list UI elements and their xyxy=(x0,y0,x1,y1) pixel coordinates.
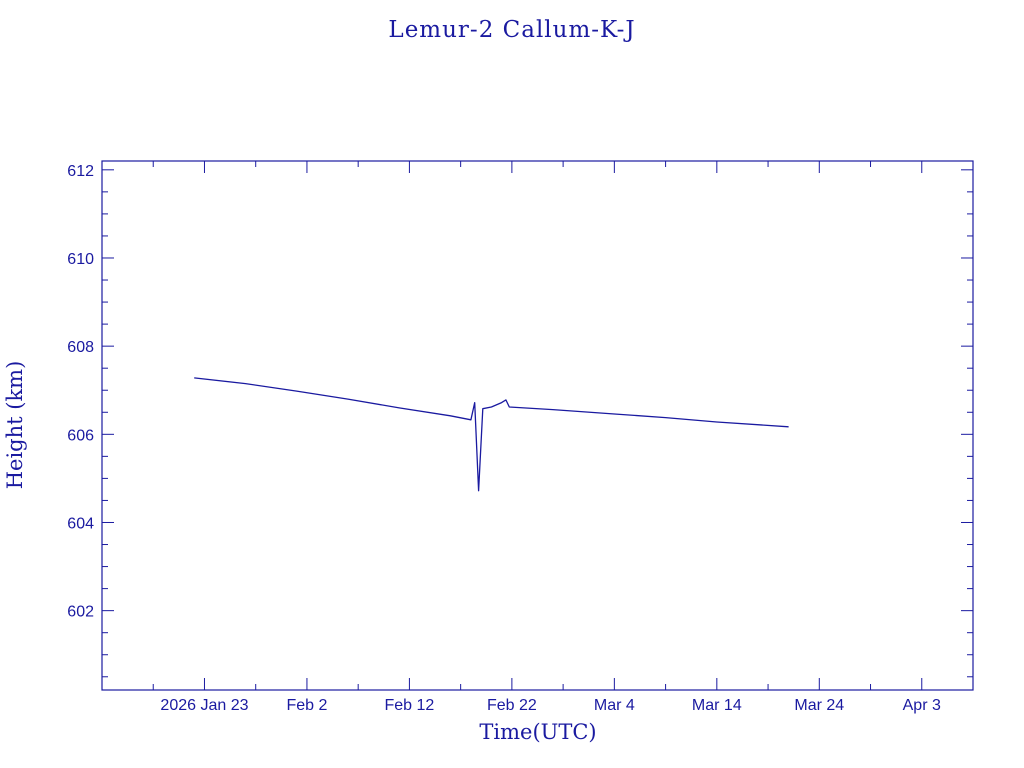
y-tick-label: 612 xyxy=(67,163,94,180)
x-tick-label: Feb 2 xyxy=(286,697,327,714)
y-tick-label: 608 xyxy=(67,339,94,356)
x-axis-label: Time(UTC) xyxy=(479,720,596,744)
chart-title: Lemur-2 Callum-K-J xyxy=(388,17,635,43)
x-tick-label: Mar 14 xyxy=(692,697,742,714)
y-axis-label: Height (km) xyxy=(3,361,27,490)
y-axis-tick-labels: 602 604 606 608 610 612 xyxy=(67,163,94,621)
x-axis-ticks xyxy=(101,161,974,690)
x-tick-label: 2026 Jan 23 xyxy=(160,697,248,714)
x-axis-tick-labels: 2026 Jan 23 Feb 2 Feb 12 Feb 22 Mar 4 Mar 14 M… xyxy=(160,697,941,714)
x-tick-label: Mar 24 xyxy=(794,697,844,714)
plot-frame xyxy=(101,160,974,691)
y-tick-label: 610 xyxy=(67,251,94,268)
x-tick-label: Apr 3 xyxy=(903,697,941,714)
x-tick-label: Mar 4 xyxy=(594,697,635,714)
series-line xyxy=(194,377,789,492)
series-layer xyxy=(194,377,789,492)
y-axis-ticks xyxy=(102,169,973,678)
y-tick-label: 606 xyxy=(67,427,94,444)
y-tick-label: 604 xyxy=(67,515,94,532)
x-tick-label: Feb 22 xyxy=(487,697,537,714)
y-tick-label: 602 xyxy=(67,604,94,621)
x-tick-label: Feb 12 xyxy=(385,697,435,714)
